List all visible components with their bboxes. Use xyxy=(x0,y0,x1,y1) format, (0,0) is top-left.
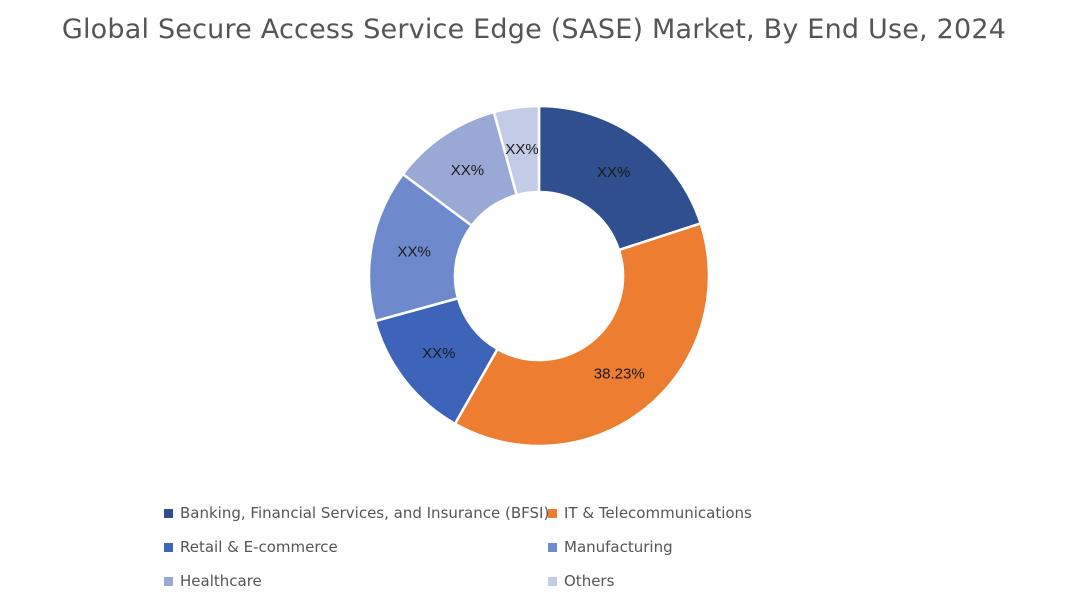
legend-swatch xyxy=(548,508,557,518)
slice-data-label-2: XX% xyxy=(422,345,455,362)
legend-item-1: IT & Telecommunications xyxy=(548,504,752,522)
donut-slice-0 xyxy=(537,104,703,252)
legend-item-5: Others xyxy=(548,572,614,590)
legend-label: Manufacturing xyxy=(564,538,673,556)
legend-label: Healthcare xyxy=(180,572,262,590)
legend-label: IT & Telecommunications xyxy=(564,504,752,522)
slice-data-label-1: 38.23% xyxy=(594,365,645,382)
donut-slice-1 xyxy=(453,221,711,448)
legend-swatch xyxy=(164,508,173,518)
legend-item-4: Healthcare xyxy=(164,572,262,590)
legend-item-2: Retail & E-commerce xyxy=(164,538,338,556)
legend-label: Retail & E-commerce xyxy=(180,538,338,556)
legend-swatch xyxy=(164,542,173,552)
donut-slice-5 xyxy=(492,104,541,197)
slice-data-label-5: XX% xyxy=(505,141,538,158)
legend-item-3: Manufacturing xyxy=(548,538,673,556)
slice-data-label-4: XX% xyxy=(451,162,484,179)
legend-label: Others xyxy=(564,572,615,590)
legend-swatch xyxy=(548,542,557,552)
legend-item-0: Banking, Financial Services, and Insuran… xyxy=(164,504,549,522)
chart-title: Global Secure Access Service Edge (SASE)… xyxy=(61,14,1007,45)
legend-swatch xyxy=(164,576,173,586)
slice-data-label-0: XX% xyxy=(597,164,630,181)
legend-label: Banking, Financial Services, and Insuran… xyxy=(180,504,550,522)
slice-data-label-3: XX% xyxy=(398,243,431,260)
legend-swatch xyxy=(548,576,557,586)
